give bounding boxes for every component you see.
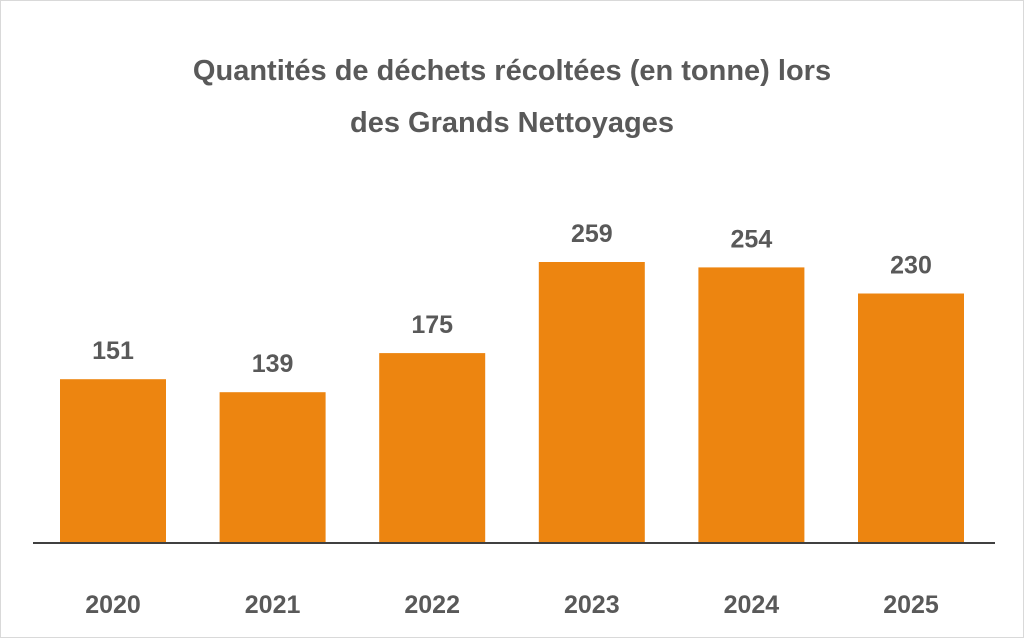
bar-2024 bbox=[698, 267, 805, 543]
x-tick-label-2022: 2022 bbox=[404, 591, 460, 619]
chart-title-line-1: Quantités de déchets récoltées (en tonne… bbox=[192, 55, 832, 87]
chart-title: Quantités de déchets récoltées (en tonne… bbox=[1, 45, 1023, 149]
chart-title-line-2: des Grands Nettoyages bbox=[350, 107, 674, 139]
x-tick-label-2023: 2023 bbox=[564, 591, 620, 619]
data-label-2021: 139 bbox=[252, 350, 294, 378]
x-tick-label-2025: 2025 bbox=[883, 591, 939, 619]
bar-2025 bbox=[858, 293, 964, 543]
data-label-2025: 230 bbox=[890, 252, 932, 280]
x-tick-label-2024: 2024 bbox=[724, 591, 780, 619]
data-label-2020: 151 bbox=[92, 337, 134, 365]
x-tick-label-2020: 2020 bbox=[85, 591, 141, 619]
bar-2022 bbox=[379, 353, 486, 543]
bar-2023 bbox=[538, 262, 645, 543]
bar-2020 bbox=[60, 379, 166, 543]
data-label-2022: 175 bbox=[411, 311, 453, 339]
data-label-2024: 254 bbox=[731, 225, 773, 253]
bar-2021 bbox=[219, 392, 326, 543]
data-label-2023: 259 bbox=[571, 220, 613, 248]
x-tick-label-2021: 2021 bbox=[245, 591, 301, 619]
